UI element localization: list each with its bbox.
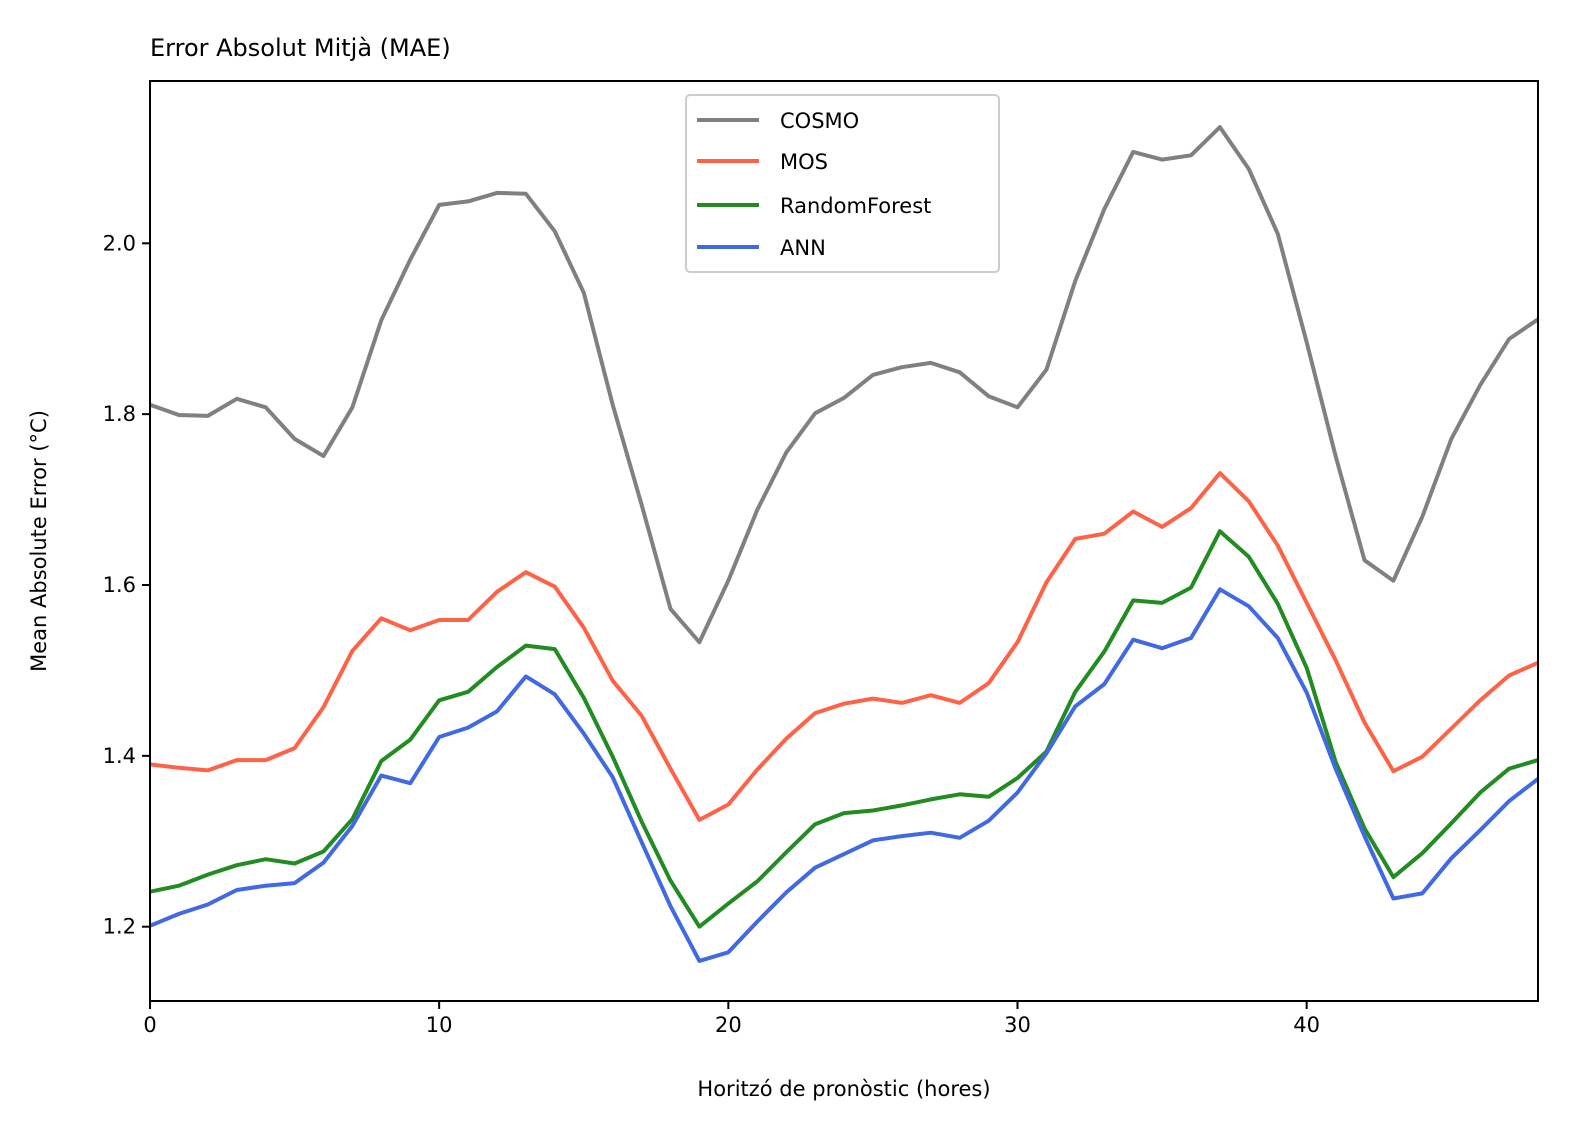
plot-frame — [149, 80, 1539, 1002]
x-tick-label: 0 — [143, 1013, 156, 1037]
chart-title: Error Absolut Mitjà (MAE) — [150, 34, 451, 62]
legend-label-randomforest: RandomForest — [780, 194, 931, 218]
y-axis-label: Mean Absolute Error (°C) — [27, 410, 51, 672]
series-line-mos — [149, 471, 1539, 822]
y-axis-ticks: 1.2 1.4 1.6 1.8 2.0 — [103, 231, 150, 939]
y-tick-label: 1.2 — [103, 915, 136, 939]
series-line-randomforest — [149, 529, 1539, 929]
y-tick-label: 2.0 — [103, 231, 136, 255]
y-tick-label: 1.4 — [103, 744, 136, 768]
legend-label-ann: ANN — [780, 236, 826, 260]
series-line-cosmo — [149, 125, 1540, 645]
series-layer — [149, 125, 1540, 963]
x-tick-label: 10 — [426, 1013, 453, 1037]
x-tick-label: 20 — [715, 1013, 742, 1037]
y-tick-label: 1.8 — [103, 402, 136, 426]
series-line-ann — [149, 587, 1540, 963]
x-axis-ticks: 0 10 20 30 40 — [143, 1001, 1320, 1037]
x-axis-label: Horitzó de pronòstic (hores) — [697, 1077, 990, 1101]
x-tick-label: 30 — [1004, 1013, 1031, 1037]
legend-label-mos: MOS — [780, 150, 828, 174]
x-tick-label: 40 — [1293, 1013, 1320, 1037]
legend-label-cosmo: COSMO — [780, 109, 859, 133]
y-tick-label: 1.6 — [103, 573, 136, 597]
legend-box — [685, 94, 1000, 273]
legend: COSMO MOS RandomForest ANN — [685, 94, 1000, 273]
